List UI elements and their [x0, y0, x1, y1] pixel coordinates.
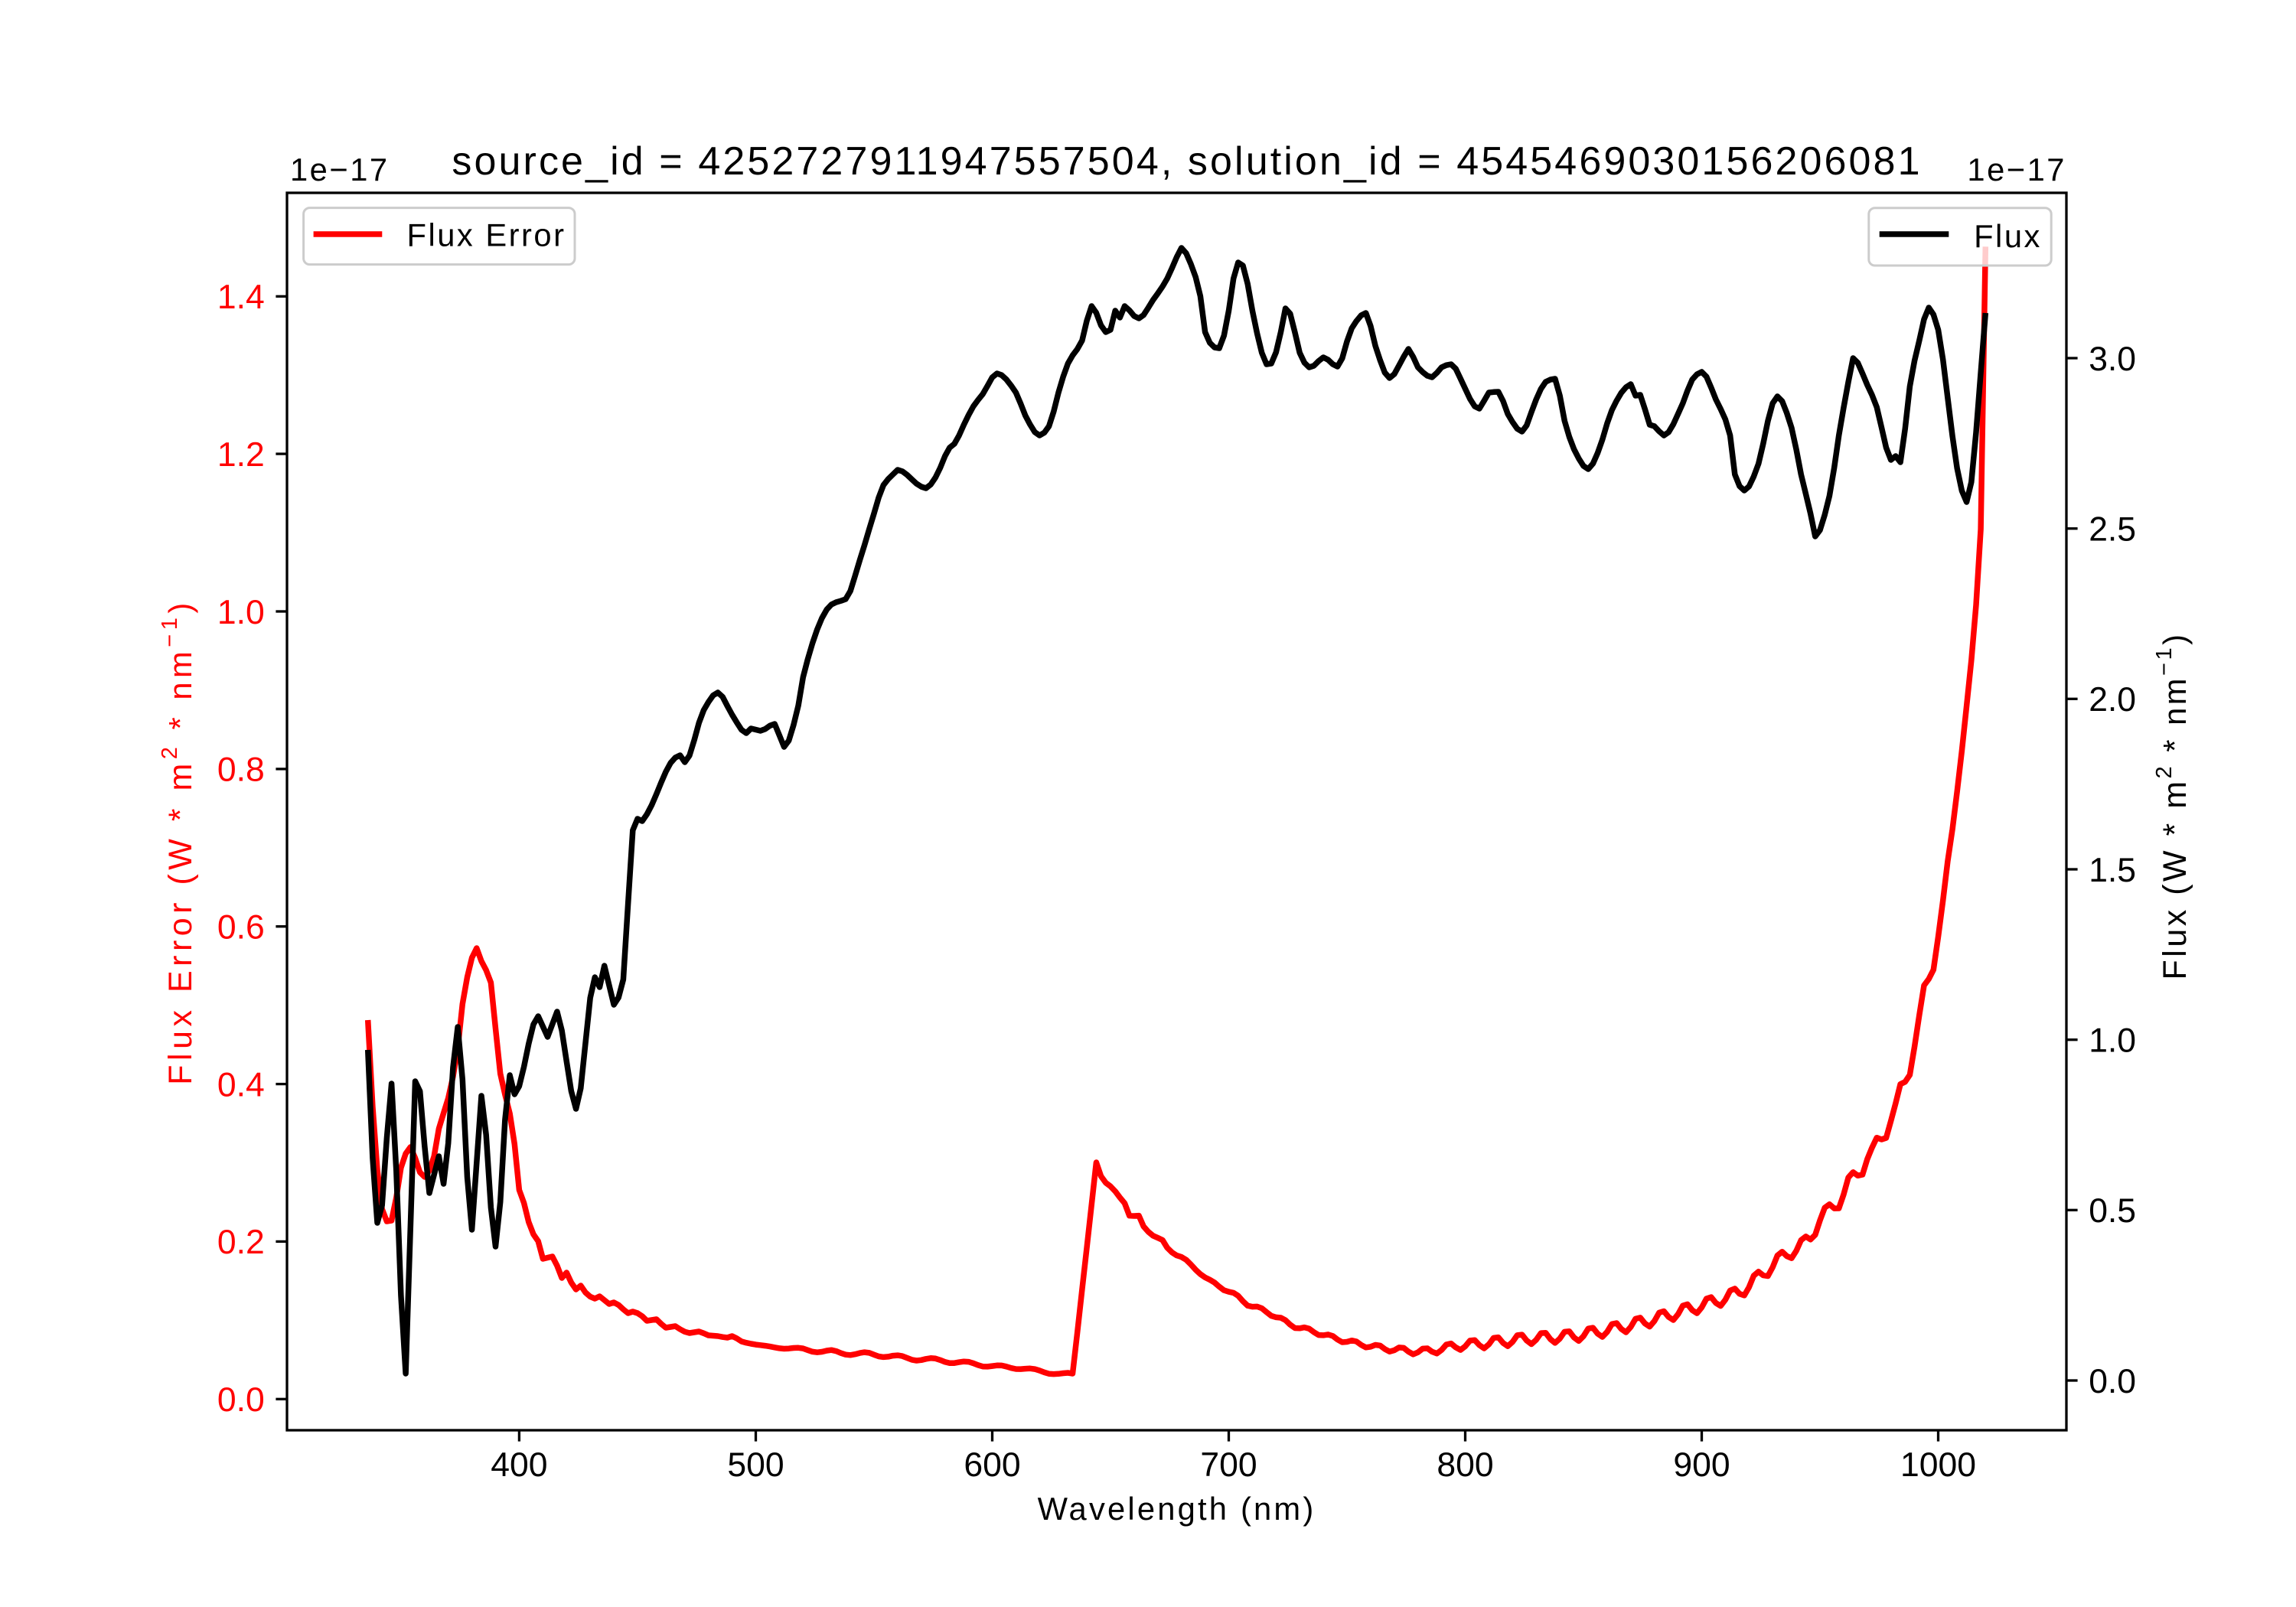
- svg-text:1.0: 1.0: [2089, 1022, 2136, 1060]
- svg-text:500: 500: [727, 1446, 784, 1484]
- svg-text:700: 700: [1200, 1446, 1257, 1484]
- svg-text:source_id = 425272791194755750: source_id = 4252727911947557504, solutio…: [452, 139, 1922, 184]
- svg-text:600: 600: [964, 1446, 1020, 1484]
- svg-text:Flux: Flux: [1974, 218, 2042, 254]
- svg-text:1.4: 1.4: [217, 279, 265, 316]
- svg-text:2.5: 2.5: [2089, 511, 2136, 549]
- svg-text:800: 800: [1437, 1446, 1493, 1484]
- svg-text:0.0: 0.0: [2089, 1363, 2136, 1400]
- svg-text:3.0: 3.0: [2089, 341, 2136, 378]
- svg-text:Flux (W * m2 * nm−1): Flux (W * m2 * nm−1): [2152, 632, 2193, 980]
- svg-text:1.5: 1.5: [2089, 852, 2136, 889]
- svg-text:1000: 1000: [1900, 1446, 1976, 1484]
- svg-text:Flux Error (W * m2 * nm−1): Flux Error (W * m2 * nm−1): [158, 598, 199, 1084]
- svg-text:900: 900: [1673, 1446, 1730, 1484]
- svg-text:400: 400: [491, 1446, 547, 1484]
- svg-text:Flux Error: Flux Error: [407, 217, 566, 253]
- svg-text:Wavelength (nm): Wavelength (nm): [1038, 1491, 1316, 1527]
- svg-text:1.2: 1.2: [217, 436, 265, 474]
- svg-text:1e−17: 1e−17: [290, 152, 390, 187]
- svg-text:0.2: 0.2: [217, 1224, 265, 1261]
- svg-text:1e−17: 1e−17: [1967, 152, 2066, 187]
- svg-text:0.4: 0.4: [217, 1066, 265, 1103]
- svg-text:0.6: 0.6: [217, 909, 265, 947]
- svg-text:0.5: 0.5: [2089, 1192, 2136, 1230]
- svg-text:2.0: 2.0: [2089, 681, 2136, 719]
- svg-text:0.0: 0.0: [217, 1381, 265, 1419]
- svg-text:1.0: 1.0: [217, 594, 265, 631]
- svg-text:0.8: 0.8: [217, 751, 265, 789]
